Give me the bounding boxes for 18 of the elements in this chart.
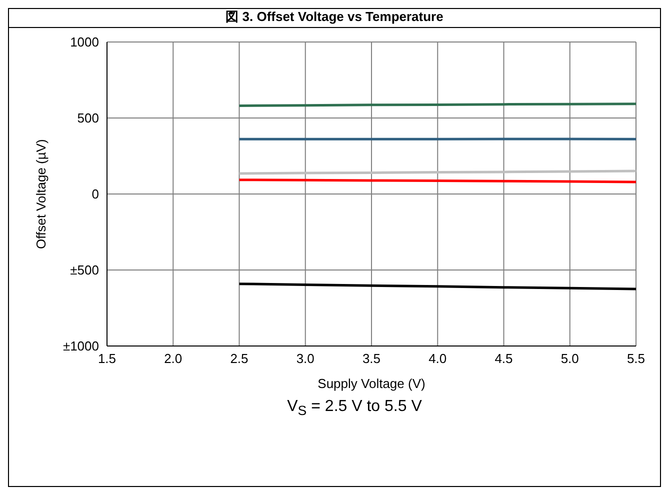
x-tick-label: 3.5 [362,351,381,366]
x-axis-title: Supply Voltage (V) [318,376,426,391]
chart-title: 図 3. Offset Voltage vs Temperature [9,9,660,28]
x-tick-label: 2.0 [164,351,182,366]
x-tick-label: 1.5 [98,351,116,366]
x-tick-label: 5.0 [560,351,579,366]
x-tick-label: 3.0 [296,351,314,366]
y-tick-label: 1000 [70,34,99,50]
y-tick-label: 500 [77,110,99,126]
x-tick-label: 4.0 [428,351,447,366]
y-axis-title: Offset Voltage (µV) [34,139,49,249]
text: V$_{S}$ = 2.5 V to 5.5 V [287,398,422,418]
y-tick-label: ±1000 [62,338,99,354]
x-tick-label: 5.5 [626,351,646,366]
y-tick-label: ±500 [70,262,99,278]
x-tick-label: 4.5 [494,351,513,366]
x-tick-label: 2.5 [230,351,248,366]
y-tick-label: 0 [92,186,99,202]
